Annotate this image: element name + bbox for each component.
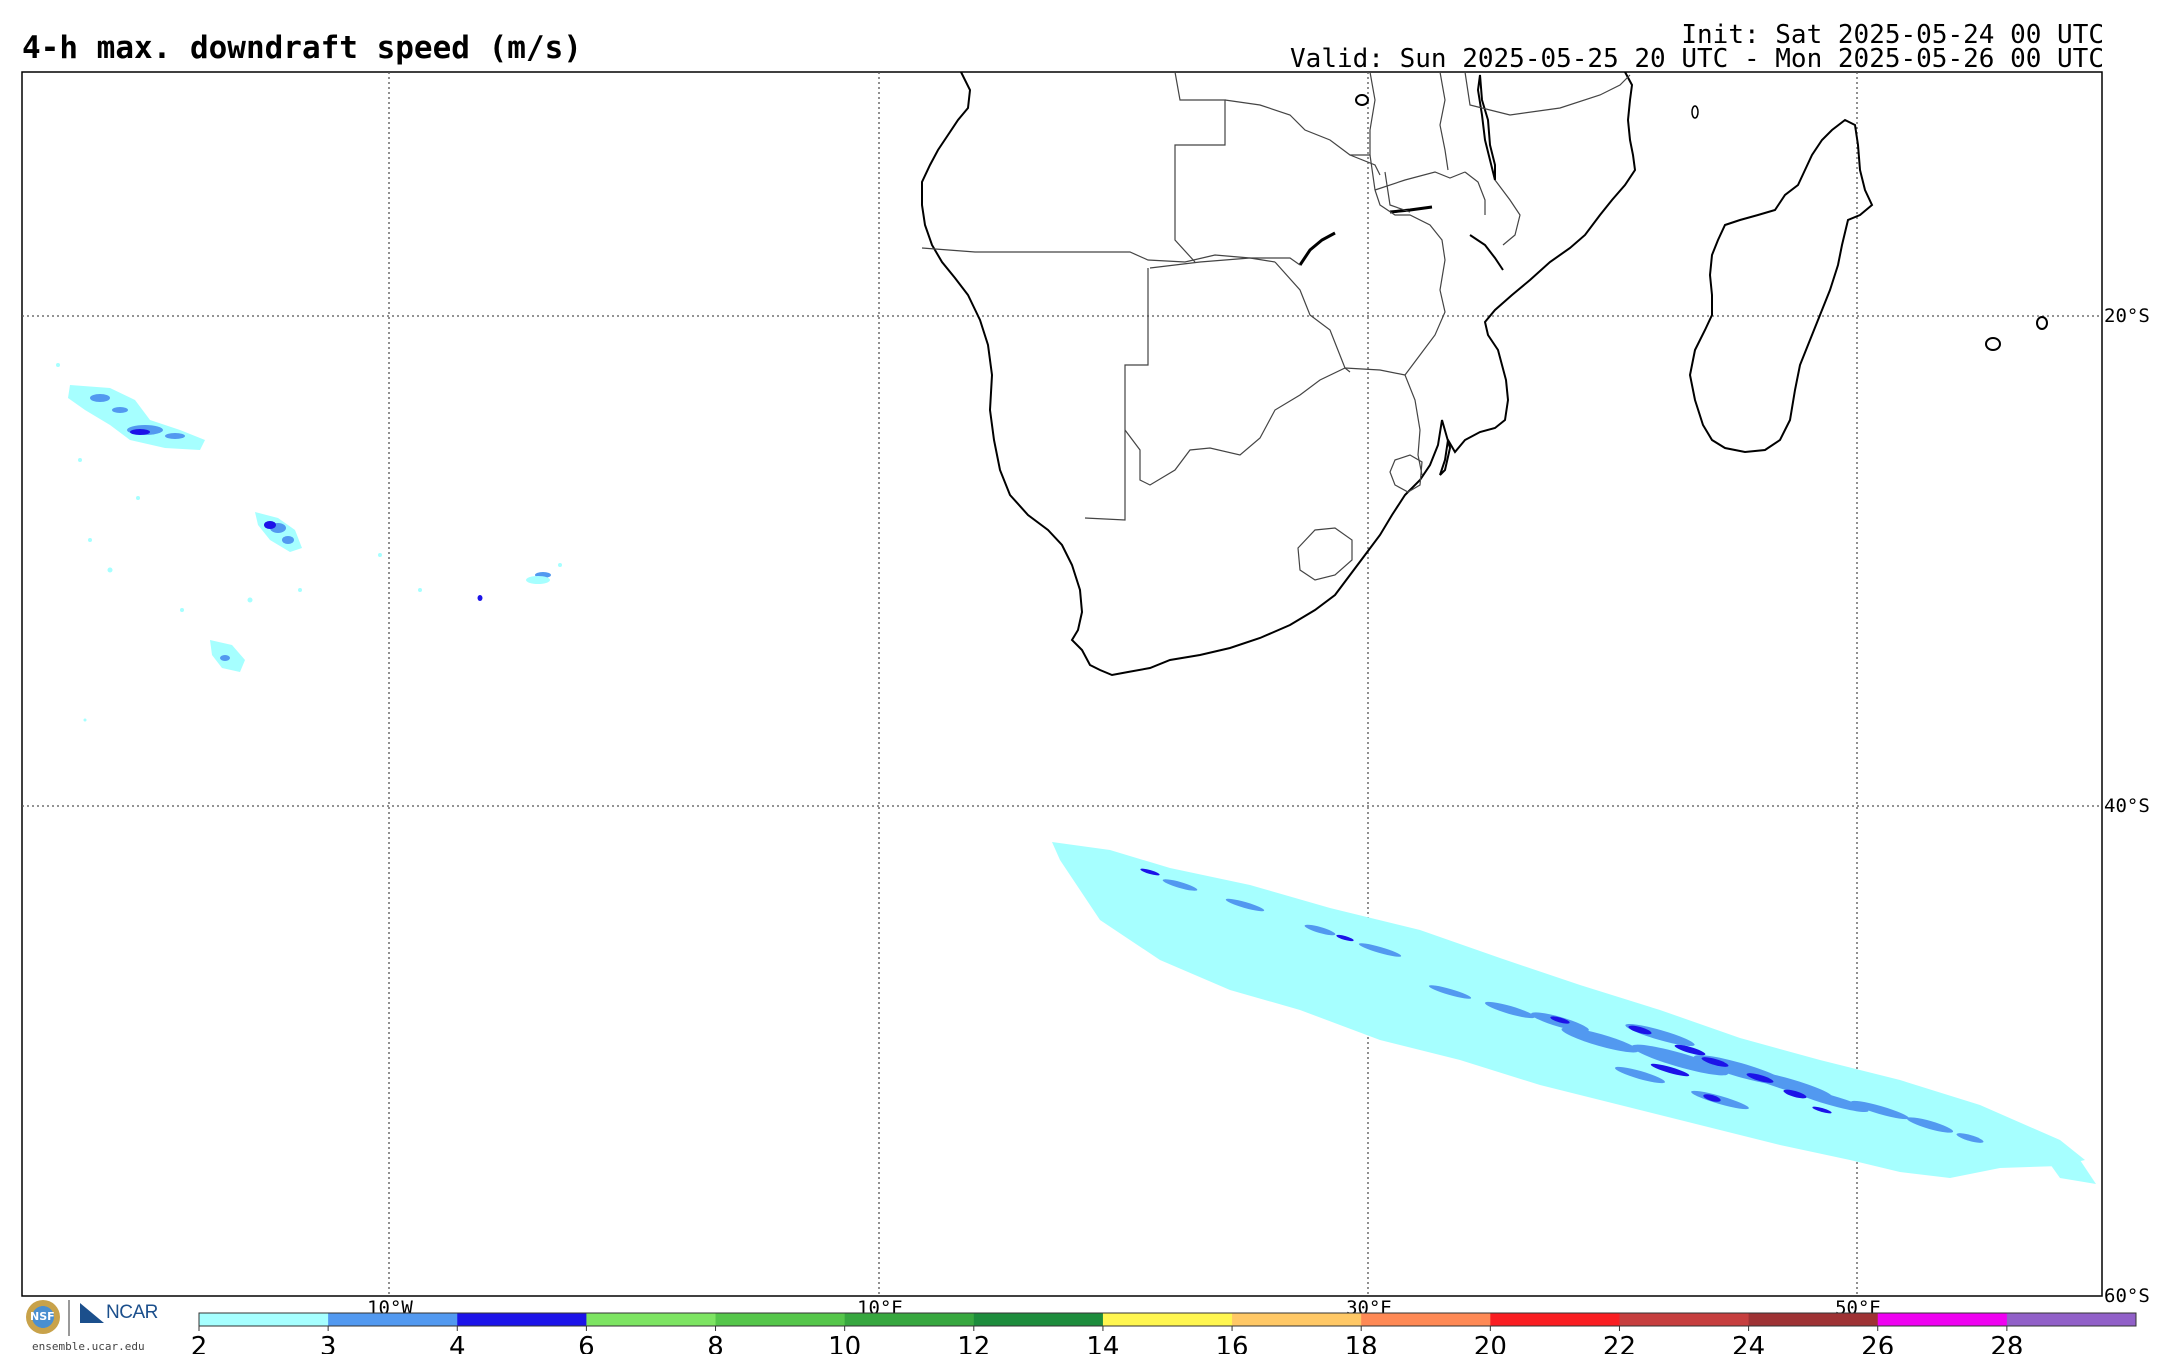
colorbar-tick-label: 28 bbox=[1990, 1332, 2023, 1354]
colorbar-tick-label: 8 bbox=[707, 1332, 724, 1354]
colorbar: 2 3 4 6 8 10 12 14 16 18 20 22 24 26 28 bbox=[191, 1312, 2137, 1354]
ncar-mark-icon bbox=[80, 1303, 104, 1323]
west-scattered-specks bbox=[56, 363, 562, 722]
colorbar-tick-label: 24 bbox=[1732, 1332, 1765, 1354]
colorbar-tick-label: 10 bbox=[828, 1332, 861, 1354]
colorbar-swatch bbox=[1102, 1313, 1233, 1326]
colorbar-tick-label: 12 bbox=[957, 1332, 990, 1354]
colorbar-swatch bbox=[973, 1313, 1104, 1326]
map-frame bbox=[21, 71, 2103, 1297]
colorbar-swatch bbox=[328, 1313, 458, 1326]
colorbar-swatch bbox=[457, 1313, 587, 1326]
reunion bbox=[2036, 316, 2048, 330]
lake-kariba bbox=[1298, 231, 1336, 266]
nsf-logo-text: NSF bbox=[30, 1310, 55, 1323]
nsf-logo-icon bbox=[26, 1300, 60, 1334]
lat-label-20s: 20°S bbox=[2104, 305, 2150, 327]
colorbar-tick-label: 14 bbox=[1086, 1332, 1119, 1354]
colorbar-tick-label: 16 bbox=[1216, 1332, 1249, 1354]
colorbar-tick-label: 22 bbox=[1603, 1332, 1636, 1354]
ensemble-url: ensemble.ucar.edu bbox=[32, 1340, 145, 1353]
band-strong-streaks bbox=[1140, 868, 1832, 1114]
colorbar-tick-label: 3 bbox=[320, 1332, 337, 1354]
colorbar-swatch bbox=[1490, 1313, 1620, 1326]
colorbar-tick-label: 2 bbox=[191, 1332, 208, 1354]
logo-divider bbox=[68, 1300, 70, 1336]
ncar-logo: NCAR bbox=[80, 1302, 158, 1324]
colorbar-swatch bbox=[1877, 1313, 2008, 1326]
colorbar-tick-label: 4 bbox=[449, 1332, 466, 1354]
map-title: 4-h max. downdraft speed (m/s) bbox=[22, 30, 582, 66]
colorbar-swatch bbox=[1361, 1313, 1491, 1326]
colorbar-swatch bbox=[1619, 1313, 1750, 1326]
ncar-logo-text: NCAR bbox=[106, 1302, 158, 1323]
colorbar-swatch bbox=[844, 1313, 975, 1326]
colorbar-swatch bbox=[1748, 1313, 1879, 1326]
lat-label-60s: 60°S bbox=[2104, 1285, 2150, 1307]
africa-coastline bbox=[921, 71, 1637, 677]
colorbar-tick-label: 6 bbox=[578, 1332, 595, 1354]
mauritius bbox=[1985, 337, 2001, 351]
colorbar-swatch bbox=[586, 1313, 717, 1326]
downdraft-band-south bbox=[1052, 842, 2096, 1184]
colorbar-tick-label: 18 bbox=[1345, 1332, 1378, 1354]
madagascar bbox=[1688, 118, 1874, 454]
lat-label-40s: 40°S bbox=[2104, 795, 2150, 817]
west-cell-strong bbox=[130, 429, 483, 601]
colorbar-swatch bbox=[2006, 1313, 2137, 1326]
lake-cahora bbox=[1389, 205, 1433, 214]
colorbar-swatch bbox=[1232, 1313, 1362, 1326]
lake-small bbox=[1355, 94, 1369, 106]
lake-malawi bbox=[1476, 74, 1496, 181]
valid-time: Valid: Sun 2025-05-25 20 UTC - Mon 2025-… bbox=[1290, 44, 2104, 74]
colorbar-tick-label: 26 bbox=[1861, 1332, 1894, 1354]
band-light-fill-2 bbox=[2040, 1150, 2096, 1184]
colorbar-frame bbox=[198, 1312, 2137, 1327]
country-borders bbox=[921, 71, 1631, 581]
lesotho bbox=[1297, 527, 1353, 581]
colorbar-swatch bbox=[715, 1313, 846, 1326]
init-time: Init: Sat 2025-05-24 00 UTC bbox=[1681, 20, 2104, 50]
downdraft-cells-west bbox=[56, 363, 562, 722]
colorbar-swatch bbox=[199, 1313, 329, 1326]
shire-river bbox=[1469, 234, 1504, 271]
colorbar-tick-label: 20 bbox=[1474, 1332, 1507, 1354]
eswatini bbox=[1389, 454, 1423, 493]
comoros-island bbox=[1691, 105, 1699, 119]
west-cell-1-light bbox=[68, 385, 205, 450]
band-mid-streaks bbox=[1162, 879, 1984, 1143]
